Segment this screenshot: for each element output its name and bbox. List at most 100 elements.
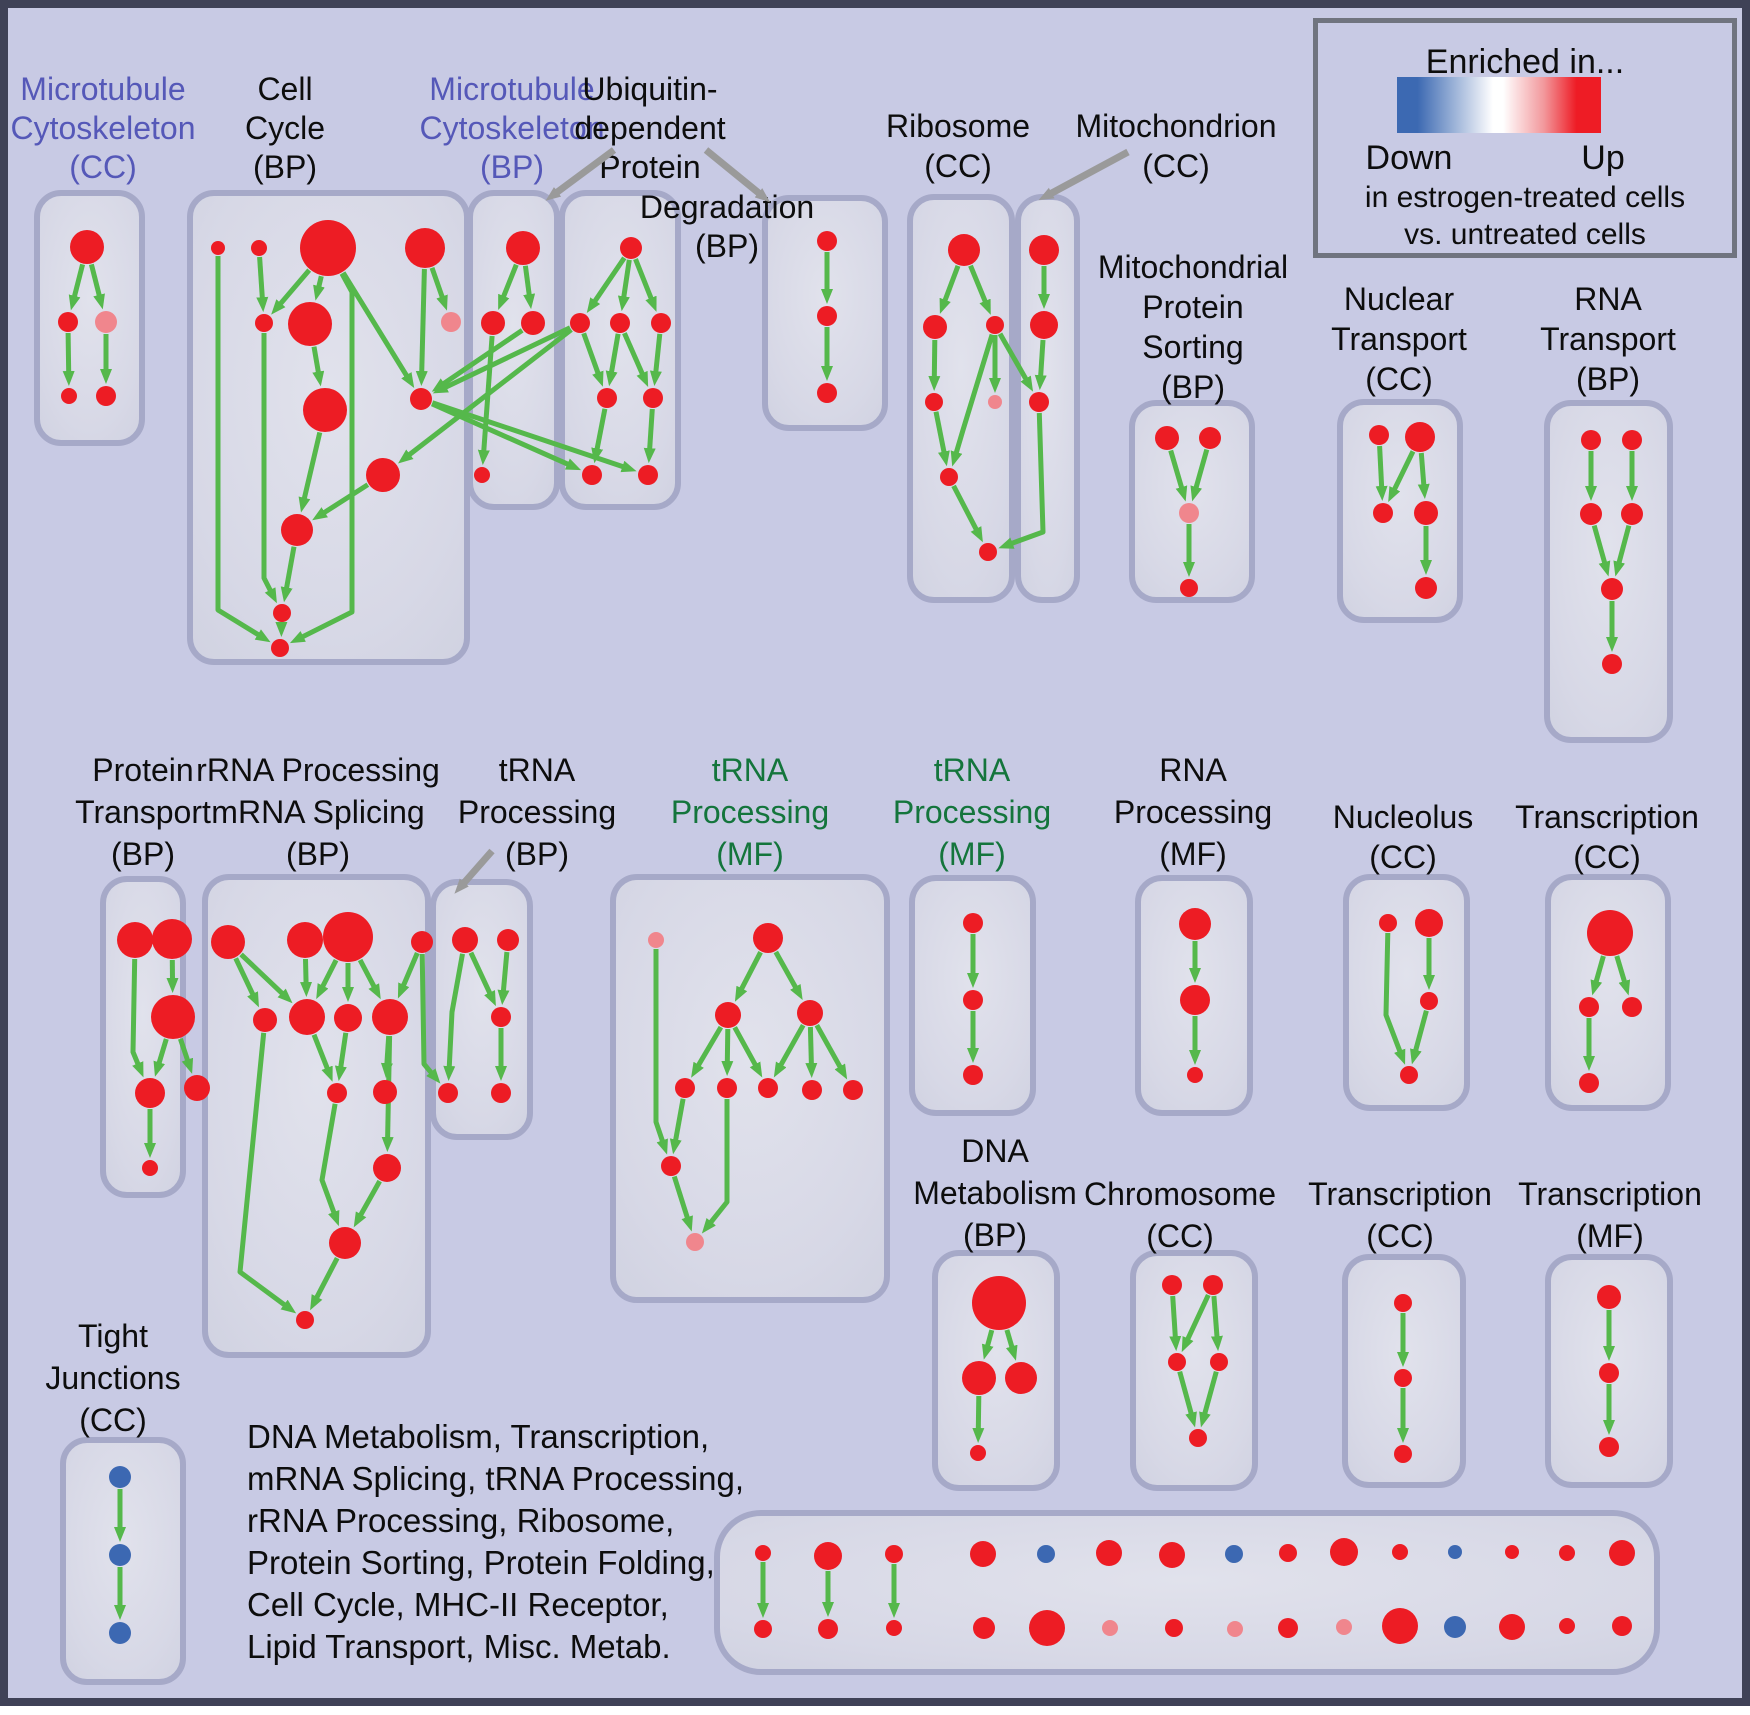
edge-arrow	[1199, 1370, 1219, 1428]
cluster-label: Mitochondrial	[1098, 249, 1288, 285]
go-term-node	[1405, 422, 1435, 452]
go-term-node	[410, 388, 432, 410]
edge-arrow	[1383, 932, 1406, 1065]
edge-arrow	[622, 332, 649, 387]
go-term-node	[1189, 1429, 1207, 1447]
go-term-node	[979, 543, 997, 561]
cluster-box-ribosome-cc	[907, 194, 1015, 603]
cluster-label: (BP)	[505, 836, 569, 872]
go-term-node	[253, 1008, 277, 1032]
edge-arrow	[671, 1175, 693, 1232]
go-term-node	[491, 1083, 511, 1103]
go-term-node	[497, 929, 519, 951]
edge-arrow	[310, 1256, 340, 1311]
go-term-node	[923, 315, 947, 339]
go-term-node	[1415, 909, 1443, 937]
go-term-node	[817, 306, 837, 326]
cluster-label: Transcription	[1515, 799, 1699, 835]
edge-arrow	[1410, 1010, 1429, 1065]
go-term-node	[970, 1445, 986, 1461]
edge-arrow	[398, 327, 573, 464]
edge-arrow	[732, 1026, 763, 1078]
go-term-node	[1096, 1540, 1122, 1566]
cluster-label: Transport	[75, 794, 211, 830]
edge-arrow	[653, 949, 668, 1155]
label-pointer-arrow	[1038, 148, 1130, 201]
cluster-label: Processing	[1114, 794, 1272, 830]
edge-arrow	[431, 400, 637, 473]
go-term-node	[717, 1078, 737, 1098]
edge-arrow	[357, 958, 381, 1000]
go-term-node	[109, 1622, 131, 1644]
go-term-node	[1392, 1544, 1408, 1560]
go-term-node	[818, 1619, 838, 1639]
go-term-node	[802, 1080, 822, 1100]
cluster-label: (CC)	[1366, 1218, 1434, 1254]
go-term-node	[1400, 1066, 1418, 1084]
edge-arrow	[319, 1103, 340, 1227]
go-term-node	[1394, 1369, 1412, 1387]
edge-arrow	[734, 951, 763, 1002]
label-pointer-arrow	[545, 147, 617, 201]
cluster-label: Junctions	[45, 1360, 180, 1396]
edge-arrow	[633, 258, 657, 312]
go-term-node	[675, 1078, 695, 1098]
edge-arrow	[1375, 445, 1388, 501]
go-term-node	[1180, 985, 1210, 1015]
edge-arrow	[419, 953, 441, 1084]
go-term-node	[1102, 1620, 1118, 1636]
go-term-node	[963, 913, 983, 933]
go-term-node	[1037, 1545, 1055, 1563]
go-term-node	[1609, 1540, 1635, 1566]
category-summary-text: DNA Metabolism, Transcription, mRNA Spli…	[247, 1416, 744, 1668]
edge-arrow	[430, 401, 582, 471]
go-term-node	[491, 1007, 511, 1027]
go-term-node	[1373, 503, 1393, 523]
go-term-node	[1601, 578, 1623, 600]
go-term-node	[70, 230, 104, 264]
go-term-node	[474, 467, 490, 483]
legend-title: Enriched in...	[1425, 43, 1625, 81]
cluster-box-nuclear-transport-cc	[1337, 399, 1463, 623]
go-term-node	[1579, 997, 1599, 1017]
edge-arrow	[498, 263, 519, 310]
cluster-label: tRNA	[934, 752, 1011, 788]
go-term-node	[1029, 1610, 1065, 1646]
go-term-node	[1448, 1545, 1462, 1559]
cluster-label: (BP)	[253, 149, 317, 185]
edge-arrow	[311, 346, 325, 387]
cluster-label: (CC)	[1365, 361, 1433, 397]
edge-arrow	[617, 259, 632, 312]
go-term-node	[438, 1083, 458, 1103]
cluster-label: rRNA Processing	[196, 752, 440, 788]
go-term-node	[925, 393, 943, 411]
edge-arrow	[497, 951, 510, 1006]
go-term-node	[1030, 311, 1058, 339]
go-term-node	[152, 919, 192, 959]
go-term-node	[251, 240, 267, 256]
go-term-node	[1029, 235, 1059, 265]
edge-arrow	[951, 484, 983, 543]
edge-arrow	[88, 263, 105, 310]
edge-arrow	[1169, 1295, 1182, 1352]
go-term-node	[753, 923, 783, 953]
go-term-node	[886, 1620, 902, 1636]
cluster-label: Degradation	[640, 189, 814, 225]
go-term-node	[1210, 1353, 1228, 1371]
go-term-node	[1336, 1619, 1352, 1635]
cluster-label: DNA	[961, 1133, 1029, 1169]
go-term-node	[962, 1361, 996, 1395]
edge-arrow	[1591, 524, 1611, 577]
go-term-node	[1165, 1619, 1183, 1637]
go-term-node	[620, 237, 642, 259]
go-term-node	[1225, 1545, 1243, 1563]
edge-arrow	[316, 958, 339, 1000]
go-term-node	[1622, 997, 1642, 1017]
go-term-node	[582, 465, 602, 485]
go-term-node	[755, 1545, 771, 1561]
go-term-node	[973, 1617, 995, 1639]
edge-arrow	[1590, 955, 1606, 996]
edge-arrow	[997, 332, 1034, 392]
go-term-node	[1180, 579, 1198, 597]
go-term-node	[1499, 1614, 1525, 1640]
